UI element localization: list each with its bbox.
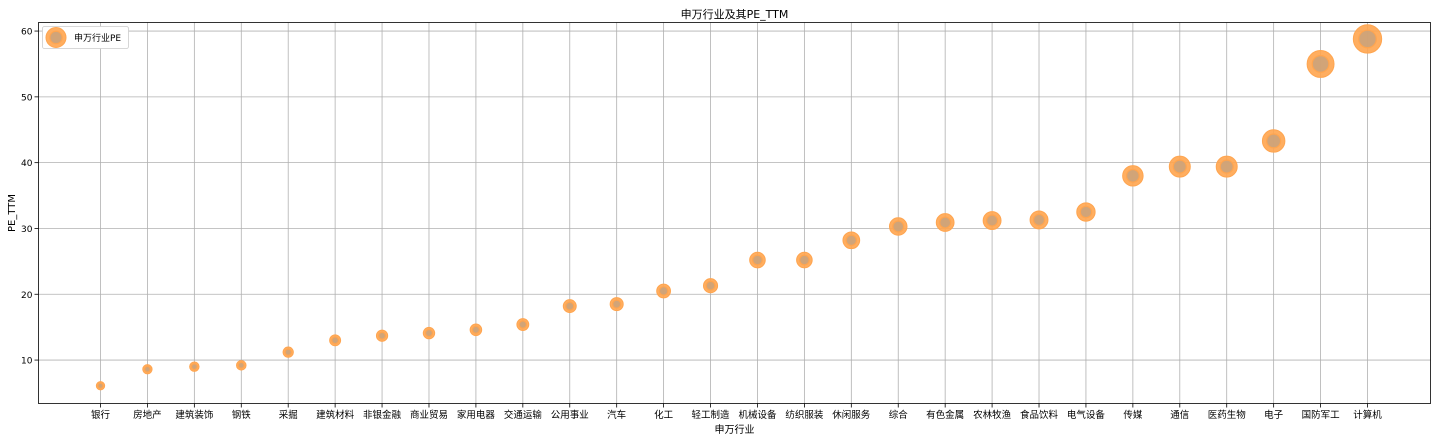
data-point xyxy=(190,363,198,371)
data-point xyxy=(518,320,528,329)
data-point xyxy=(97,382,104,389)
x-tick-label: 房地产 xyxy=(133,409,162,421)
x-tick-label: 传媒 xyxy=(1123,409,1143,421)
data-point xyxy=(939,216,952,229)
legend-marker xyxy=(45,27,67,48)
data-point xyxy=(1172,159,1187,174)
data-point xyxy=(705,280,716,291)
data-point xyxy=(1358,29,1377,49)
y-tick-label: 20 xyxy=(21,291,33,301)
x-tick-label: 家用电器 xyxy=(457,409,496,421)
data-point xyxy=(612,299,622,309)
x-tick-label: 银行 xyxy=(91,409,111,421)
x-tick-label: 采掘 xyxy=(279,409,298,421)
x-tick-label: 食品饮料 xyxy=(1020,409,1059,421)
data-point xyxy=(1125,168,1140,183)
data-point xyxy=(143,365,151,373)
data-point xyxy=(1266,133,1282,149)
x-tick-label: 医药生物 xyxy=(1208,409,1247,421)
data-point xyxy=(985,214,999,227)
x-tick-label: 轻工制造 xyxy=(692,409,731,421)
data-point xyxy=(1079,205,1093,219)
chart-title: 申万行业及其PE_TTM xyxy=(681,8,789,21)
x-tick-label: 农林牧渔 xyxy=(973,409,1012,421)
x-tick-label: 公用事业 xyxy=(551,409,589,421)
y-tick-label: 30 xyxy=(21,225,33,235)
x-tick-label: 电子 xyxy=(1264,409,1284,421)
data-point xyxy=(1311,55,1330,73)
legend-marker-inner xyxy=(49,30,63,45)
legend: 申万行业PE xyxy=(42,26,129,49)
x-tick-label: 建筑材料 xyxy=(316,409,355,421)
data-point xyxy=(892,220,905,233)
data-point xyxy=(565,301,575,311)
x-tick-label: 商业贸易 xyxy=(410,409,448,421)
y-axis: 10 20 30 40 50 60 xyxy=(21,28,39,367)
x-tick-label: 汽车 xyxy=(607,409,626,421)
x-tick-label: 建筑装饰 xyxy=(175,409,213,421)
x-axis-label: 申万行业 xyxy=(715,423,755,436)
x-tick-label: 有色金属 xyxy=(926,409,964,421)
x-tick-label: 钢铁 xyxy=(232,409,252,421)
x-tick-label: 交通运输 xyxy=(504,409,543,421)
data-point xyxy=(377,331,387,340)
x-tick-label: 综合 xyxy=(889,409,909,421)
x-tick-label: 国防军工 xyxy=(1302,409,1341,421)
x-tick-label: 化工 xyxy=(654,409,674,421)
points-layer xyxy=(95,24,1383,391)
y-tick-label: 10 xyxy=(21,357,33,367)
x-tick-label: 通信 xyxy=(1170,409,1189,421)
data-point xyxy=(798,254,810,266)
data-point xyxy=(1219,159,1234,174)
x-tick-label: 电气设备 xyxy=(1067,409,1106,421)
grid-layer xyxy=(38,22,1431,404)
legend-label: 申万行业PE xyxy=(74,32,121,44)
data-point xyxy=(424,328,434,338)
y-axis-label: PE_TTM xyxy=(7,194,18,232)
x-tick-label: 计算机 xyxy=(1353,409,1382,421)
data-point xyxy=(845,234,858,247)
data-point xyxy=(471,325,481,334)
x-tick-label: 纺织服装 xyxy=(785,409,824,421)
data-point xyxy=(752,254,763,266)
data-point xyxy=(658,286,669,296)
y-tick-label: 50 xyxy=(21,93,33,103)
y-tick-label: 60 xyxy=(21,28,33,38)
data-point xyxy=(331,336,340,345)
data-point xyxy=(284,348,292,356)
data-point xyxy=(237,361,245,369)
x-tick-label: 非银金融 xyxy=(363,409,402,421)
data-point xyxy=(1032,213,1046,227)
y-tick-label: 40 xyxy=(21,159,33,169)
plot-frame xyxy=(38,22,1431,404)
x-axis: 银行 房地产 建筑装饰 钢铁 采掘 建筑材料 非银金融 商业贸易 家用电器 交通运输 公用事业 汽车 化… xyxy=(91,403,1382,421)
x-tick-label: 机械设备 xyxy=(738,409,777,421)
x-tick-label: 休闲服务 xyxy=(832,409,871,421)
